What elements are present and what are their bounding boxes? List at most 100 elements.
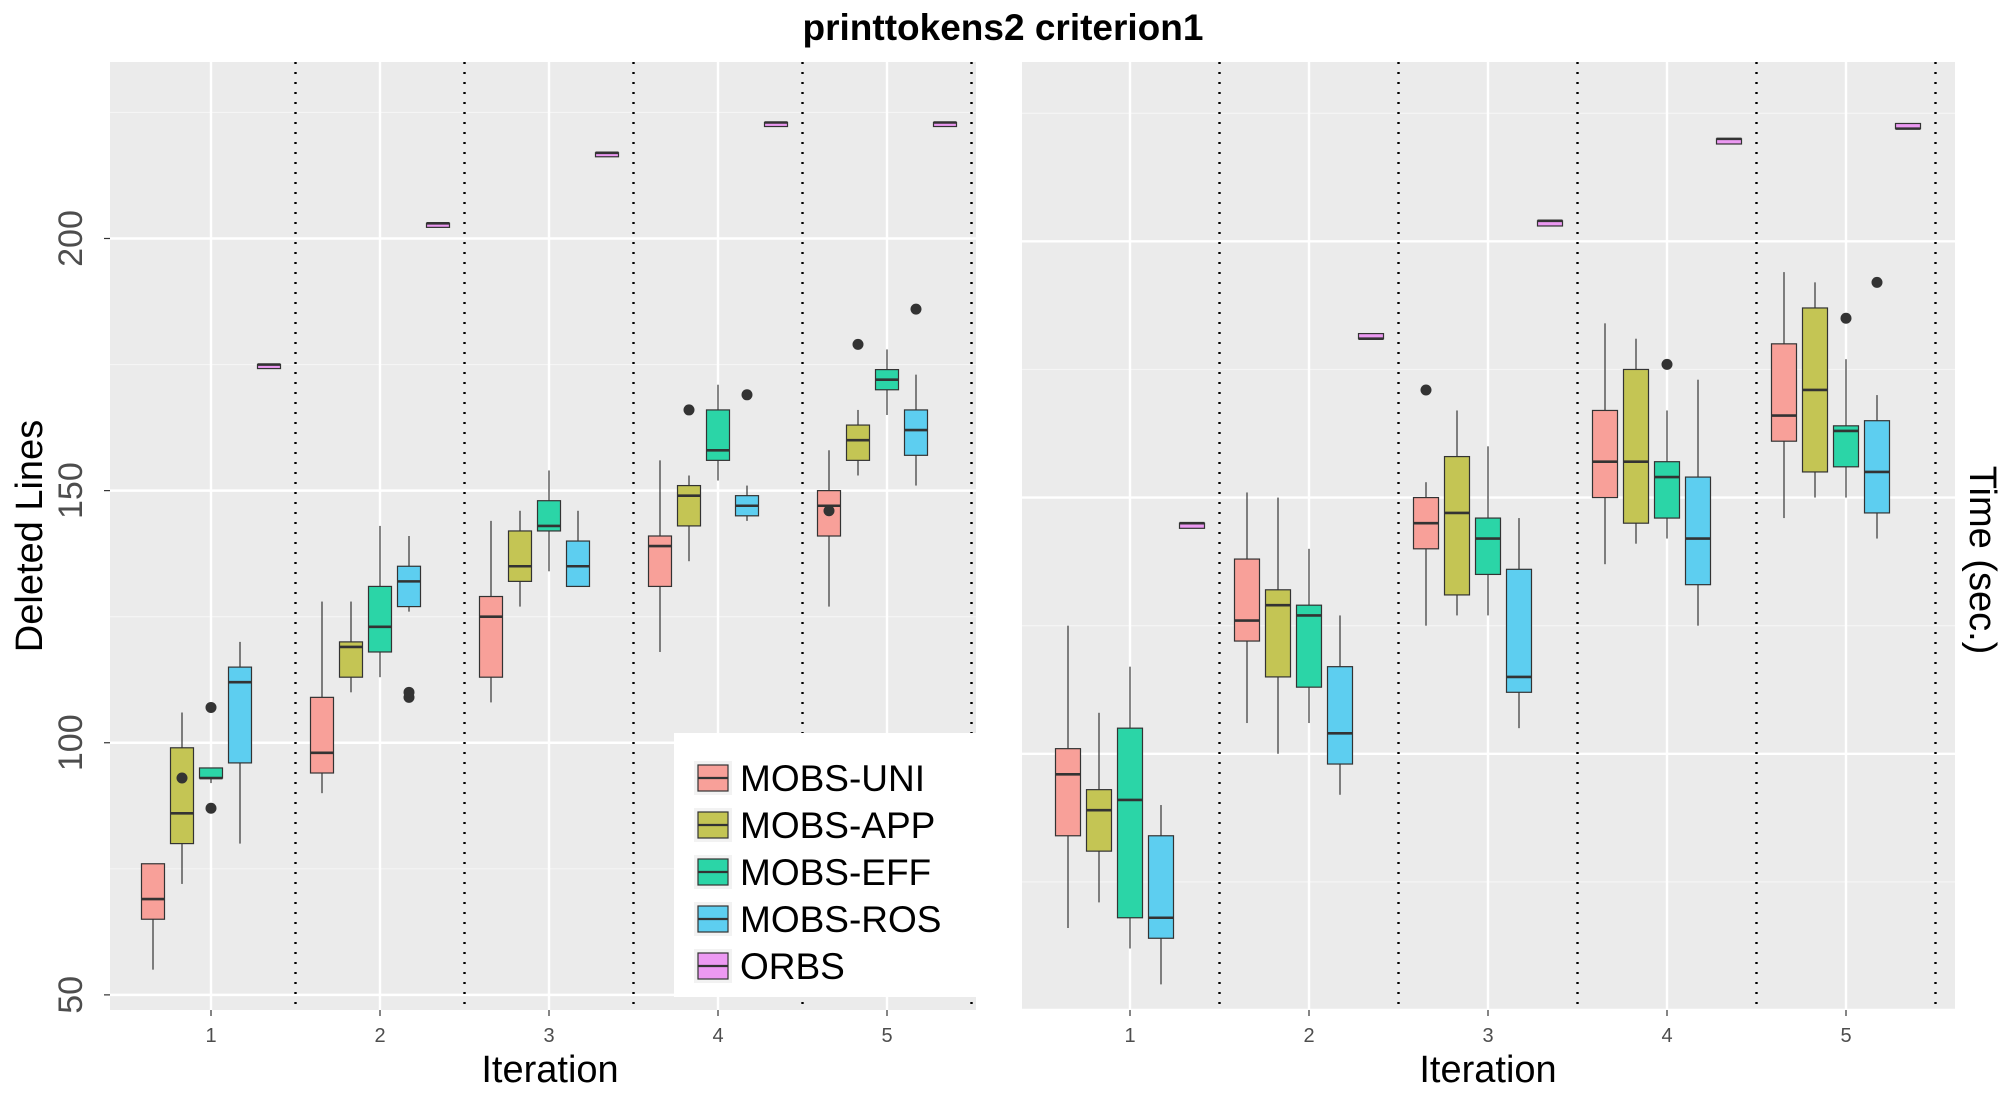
box-mobs-eff-iter-4 bbox=[705, 384, 731, 481]
box-mobs-uni-iter-2 bbox=[309, 601, 335, 794]
box-body bbox=[1085, 789, 1113, 852]
box-body bbox=[1474, 517, 1502, 576]
box-mobs-uni-iter-3 bbox=[1412, 384, 1440, 626]
x-tick-label: 5 bbox=[881, 1025, 892, 1047]
box-body bbox=[647, 535, 673, 588]
box-marks bbox=[1054, 122, 1922, 985]
box-body bbox=[1505, 568, 1533, 693]
box-mobs-app-iter-5 bbox=[1801, 282, 1829, 498]
box-mobs-ros-iter-2 bbox=[1326, 615, 1354, 795]
box-orbs-iter-5 bbox=[932, 121, 958, 128]
box-body bbox=[1653, 461, 1681, 519]
x-tick-label: 1 bbox=[205, 1025, 216, 1047]
box-orbs-iter-1 bbox=[1178, 521, 1206, 529]
box-mobs-app-iter-2 bbox=[338, 601, 364, 693]
legend-items: MOBS-UNI MOBS-APP MOBS-EFF MOBS-ROS ORBS bbox=[694, 758, 941, 987]
x-tick-label: 2 bbox=[374, 1025, 385, 1047]
outlier-point bbox=[1420, 384, 1432, 396]
box-mobs-eff-iter-1 bbox=[198, 701, 224, 814]
box-mobs-eff-iter-1 bbox=[1116, 666, 1144, 949]
y-tick-label: 200 bbox=[52, 210, 90, 267]
box-mobs-uni-iter-5 bbox=[816, 450, 842, 607]
outlier-point bbox=[205, 802, 217, 814]
box-orbs-iter-1 bbox=[256, 363, 282, 370]
outlier-point bbox=[1871, 276, 1883, 288]
box-body bbox=[705, 409, 731, 461]
y-tick-label: 150 bbox=[52, 462, 90, 519]
outlier-point bbox=[1840, 312, 1852, 324]
box-mobs-ros-iter-3 bbox=[1505, 518, 1533, 729]
box-orbs-iter-4 bbox=[763, 121, 789, 128]
box-mobs-uni-iter-1 bbox=[140, 863, 166, 970]
outlier-point bbox=[910, 303, 922, 315]
legend-label: MOBS-UNI bbox=[740, 758, 925, 799]
box-mobs-eff-iter-3 bbox=[536, 470, 562, 572]
box-mobs-app-iter-3 bbox=[1443, 410, 1471, 616]
box-mobs-app-iter-1 bbox=[1085, 712, 1113, 903]
box-body bbox=[1770, 343, 1798, 442]
box-mobs-eff-iter-5 bbox=[874, 349, 900, 415]
box-mobs-eff-iter-2 bbox=[367, 525, 393, 678]
box-body bbox=[1591, 409, 1619, 499]
box-mobs-app-iter-3 bbox=[507, 510, 533, 607]
box-mobs-ros-iter-4 bbox=[734, 389, 760, 521]
box-orbs-iter-3 bbox=[594, 151, 620, 158]
x-tick-label: 3 bbox=[1482, 1025, 1493, 1047]
figure-title: printtokens2 criterion1 bbox=[803, 7, 1204, 48]
box-body bbox=[1832, 425, 1860, 468]
box-body bbox=[1295, 604, 1323, 688]
box-body bbox=[1116, 727, 1144, 919]
box-mobs-eff-iter-5 bbox=[1832, 312, 1860, 498]
box-mobs-uni-iter-3 bbox=[478, 520, 504, 703]
box-body bbox=[338, 641, 364, 678]
box-body bbox=[676, 484, 702, 527]
outlier-point bbox=[823, 505, 835, 517]
x-tick-label: 5 bbox=[1840, 1025, 1851, 1047]
y-axis-title: Time (sec.) bbox=[1961, 466, 2000, 655]
box-body bbox=[396, 565, 422, 608]
x-axis-title: Iteration bbox=[481, 1049, 618, 1091]
x-tick-label: 4 bbox=[1661, 1025, 1672, 1047]
box-marks bbox=[140, 121, 958, 970]
box-mobs-eff-iter-4 bbox=[1653, 358, 1681, 539]
box-body bbox=[478, 595, 504, 678]
box-mobs-app-iter-4 bbox=[1622, 338, 1650, 544]
x-tick-label: 2 bbox=[1303, 1025, 1314, 1047]
box-mobs-ros-iter-2 bbox=[396, 536, 422, 703]
legend-label: ORBS bbox=[740, 946, 845, 987]
box-mobs-app-iter-5 bbox=[845, 338, 871, 476]
x-tick-label: 4 bbox=[712, 1025, 723, 1047]
box-mobs-ros-iter-1 bbox=[227, 641, 253, 844]
outlier-point bbox=[403, 686, 415, 698]
box-mobs-app-iter-1 bbox=[169, 712, 195, 884]
box-orbs-iter-3 bbox=[1536, 219, 1564, 227]
box-orbs-iter-2 bbox=[425, 222, 451, 228]
outlier-point bbox=[205, 701, 217, 713]
axis-ticks: 1 2 3 4 5 50 100 150 200 bbox=[52, 210, 893, 1047]
box-body bbox=[507, 530, 533, 582]
legend-label: MOBS-APP bbox=[740, 805, 935, 846]
box-mobs-ros-iter-4 bbox=[1684, 379, 1712, 626]
y-tick-label: 100 bbox=[52, 714, 90, 771]
box-body bbox=[536, 500, 562, 532]
legend: MOBS-UNI MOBS-APP MOBS-EFF MOBS-ROS ORBS bbox=[674, 733, 976, 997]
deleted-lines-panel: 1 2 3 4 5 50 100 150 200 Iteration Deleted Lines… bbox=[9, 62, 976, 1091]
box-mobs-ros-iter-5 bbox=[903, 303, 929, 486]
box-body bbox=[198, 767, 224, 779]
box-body bbox=[1622, 368, 1650, 524]
box-body bbox=[169, 747, 195, 845]
box-mobs-eff-iter-2 bbox=[1295, 548, 1323, 724]
box-orbs-iter-2 bbox=[1357, 332, 1385, 341]
time-panel: 1 2 3 4 5 Iteration Time (sec.) bbox=[1022, 62, 2000, 1091]
box-body bbox=[1326, 666, 1354, 765]
box-body bbox=[1443, 455, 1471, 596]
box-mobs-uni-iter-4 bbox=[647, 460, 673, 652]
x-tick-label: 1 bbox=[1124, 1025, 1135, 1047]
box-mobs-uni-iter-5 bbox=[1770, 272, 1798, 519]
box-body bbox=[1684, 476, 1712, 586]
box-body bbox=[1147, 835, 1175, 939]
axis-ticks: 1 2 3 4 5 bbox=[1124, 1010, 1852, 1047]
box-mobs-ros-iter-1 bbox=[1147, 805, 1175, 985]
box-body bbox=[140, 863, 166, 920]
